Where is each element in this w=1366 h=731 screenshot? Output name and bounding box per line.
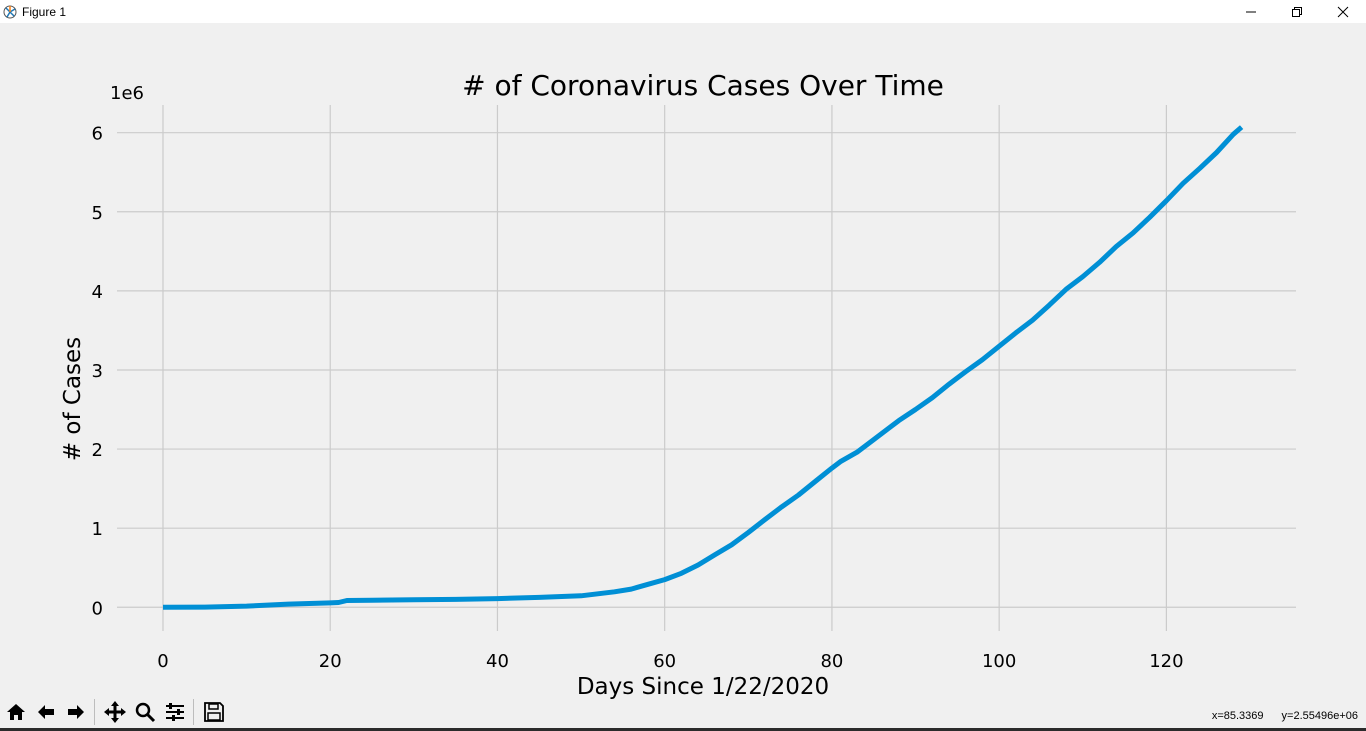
forward-button[interactable]	[62, 698, 90, 726]
pan-button[interactable]	[101, 698, 129, 726]
taskbar-edge	[0, 728, 1366, 731]
back-button[interactable]	[32, 698, 60, 726]
navigation-toolbar	[0, 695, 1366, 728]
y-tick-label: 0	[92, 598, 103, 619]
y-tick-label: 3	[92, 361, 103, 382]
window-title: Figure 1	[22, 4, 67, 19]
close-icon	[1337, 6, 1349, 17]
window-titlebar: Figure 1	[0, 0, 1366, 23]
move-icon	[104, 700, 126, 723]
maximize-button[interactable]	[1274, 0, 1320, 23]
x-tick-label: 60	[653, 651, 676, 672]
y-axis-label: # of Cases	[60, 337, 86, 461]
home-icon	[7, 703, 25, 720]
x-tick-label: 40	[486, 651, 509, 672]
minimize-button[interactable]	[1228, 0, 1274, 23]
x-tick-label: 20	[319, 651, 342, 672]
series-lines	[162, 125, 1244, 610]
cursor-coordinates: x=85.3369 y=2.55496e+06	[1212, 710, 1358, 722]
x-tick-label: 120	[1149, 651, 1183, 672]
figure-canvas[interactable]: 0 20 40 60 80 100 120 0 1 2 3 4 5 6 # of Coronavirus …	[0, 23, 1366, 699]
minimize-icon	[1246, 11, 1256, 12]
magnifier-icon	[135, 702, 156, 722]
grid	[117, 105, 1296, 631]
cursor-y: y=2.55496e+06	[1281, 710, 1358, 722]
x-tick-label: 80	[820, 651, 843, 672]
y-tick-label: 4	[92, 282, 103, 303]
configure-subplots-button[interactable]	[161, 698, 189, 726]
y-tick-label: 5	[92, 203, 103, 224]
restore-icon	[1292, 6, 1302, 17]
home-button[interactable]	[2, 698, 30, 726]
toolbar-separator	[94, 698, 95, 725]
close-button[interactable]	[1320, 0, 1366, 23]
chart-title: # of Coronavirus Cases Over Time	[462, 69, 944, 102]
y-tick-label: 1	[92, 519, 103, 540]
sliders-icon	[166, 702, 184, 721]
toolbar-separator	[193, 698, 194, 725]
series-line	[162, 125, 1244, 610]
arrow-left-icon	[38, 704, 54, 719]
cursor-x: x=85.3369	[1211, 710, 1264, 722]
floppy-disk-icon	[204, 701, 224, 722]
tick-labels: 0 20 40 60 80 100 120 0 1 2 3 4 5 6	[92, 124, 1184, 672]
save-button[interactable]	[200, 698, 228, 726]
y-offset-label: 1e6	[110, 83, 144, 104]
y-tick-label: 2	[92, 440, 103, 461]
y-tick-label: 6	[92, 124, 103, 145]
arrow-right-icon	[68, 704, 84, 719]
matplotlib-icon	[2, 4, 18, 20]
zoom-button[interactable]	[131, 698, 159, 726]
x-axis-label: Days Since 1/22/2020	[577, 674, 829, 699]
x-tick-label: 100	[982, 651, 1016, 672]
x-tick-label: 0	[157, 651, 168, 672]
